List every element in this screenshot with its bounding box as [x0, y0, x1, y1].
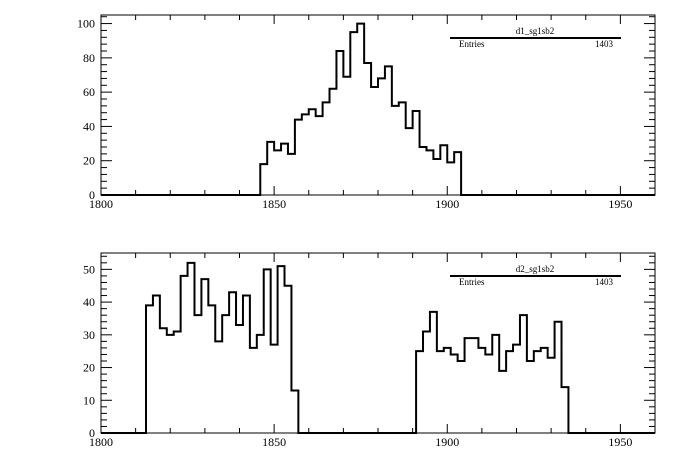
axis-ticks [100, 253, 656, 434]
y-tick-label: 40 [83, 119, 95, 133]
y-tick-label: 80 [83, 51, 95, 65]
y-tick-label: 30 [83, 328, 95, 342]
x-tick-label: 1950 [608, 197, 632, 211]
x-tick-label: 1900 [435, 197, 459, 211]
histogram-outline [101, 22, 655, 196]
x-tick-label: 1800 [89, 197, 113, 211]
axis-tick-labels: 1800 1850 1900 1950 0 20 40 60 80 100 [77, 17, 632, 211]
stats-box: d2_sg1sb2 Entries 1403 [450, 264, 621, 287]
y-tick-label: 0 [89, 188, 95, 202]
y-tick-label: 40 [83, 295, 95, 309]
y-tick-label: 0 [89, 426, 95, 440]
x-tick-label: 1900 [435, 435, 459, 449]
x-tick-label: 1850 [262, 435, 286, 449]
stats-box: d1_sg1sb2 Entries 1403 [450, 26, 621, 49]
y-tick-label: 100 [77, 17, 95, 31]
y-tick-label: 10 [83, 393, 95, 407]
stats-title: d2_sg1sb2 [516, 264, 555, 274]
stats-entries-label: Entries [459, 39, 485, 49]
histogram-panel-d1: 1800 1850 1900 1950 0 20 40 60 80 100 d1_sg1sb2 E… [77, 14, 656, 211]
y-tick-label: 20 [83, 361, 95, 375]
stats-entries-label: Entries [459, 277, 485, 287]
x-tick-label: 1800 [89, 435, 113, 449]
stats-entries-value: 1403 [595, 277, 614, 287]
histogram-panel-d2: 1800 1850 1900 1950 0 10 20 30 40 50 d2_sg1sb2 En… [83, 252, 656, 449]
plot-frame [100, 14, 656, 196]
stats-entries-value: 1403 [595, 39, 614, 49]
plot-frame [100, 252, 656, 434]
y-tick-label: 20 [83, 154, 95, 168]
axis-tick-labels: 1800 1850 1900 1950 0 10 20 30 40 50 [83, 262, 632, 449]
y-tick-label: 50 [83, 262, 95, 276]
x-tick-label: 1950 [608, 435, 632, 449]
x-tick-label: 1850 [262, 197, 286, 211]
axis-ticks [100, 15, 656, 196]
histogram-outline [101, 261, 655, 434]
y-tick-label: 60 [83, 85, 95, 99]
stats-title: d1_sg1sb2 [516, 26, 555, 36]
